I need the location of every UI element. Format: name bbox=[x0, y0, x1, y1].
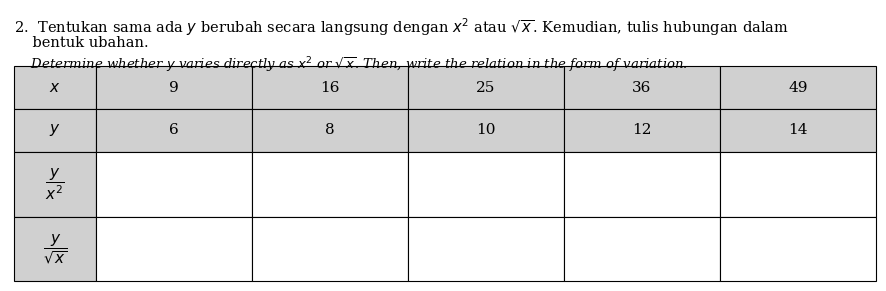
Text: 25: 25 bbox=[477, 81, 495, 95]
Bar bbox=[252, 152, 408, 217]
Bar bbox=[564, 66, 720, 109]
Bar bbox=[14, 152, 96, 217]
Text: $\dfrac{y}{x^2}$: $\dfrac{y}{x^2}$ bbox=[45, 166, 65, 202]
Bar bbox=[14, 217, 96, 281]
Bar bbox=[408, 217, 564, 281]
Bar bbox=[564, 217, 720, 281]
Text: $\dfrac{y}{\sqrt{x}}$: $\dfrac{y}{\sqrt{x}}$ bbox=[43, 232, 67, 266]
Text: $y$: $y$ bbox=[49, 123, 61, 139]
Bar bbox=[252, 217, 408, 281]
Bar bbox=[408, 152, 564, 217]
Bar bbox=[720, 109, 876, 152]
Bar bbox=[408, 66, 564, 109]
Text: Determine whether $y$ varies directly as $x^2$ or $\sqrt{x}$. Then, write the re: Determine whether $y$ varies directly as… bbox=[14, 56, 688, 75]
Text: 9: 9 bbox=[169, 81, 179, 95]
Bar bbox=[252, 66, 408, 109]
Bar bbox=[408, 109, 564, 152]
Bar bbox=[564, 152, 720, 217]
Bar bbox=[252, 109, 408, 152]
Bar bbox=[96, 152, 252, 217]
Bar bbox=[96, 109, 252, 152]
Text: 36: 36 bbox=[633, 81, 652, 95]
Bar bbox=[14, 109, 96, 152]
Bar bbox=[96, 217, 252, 281]
Text: $x$: $x$ bbox=[49, 81, 61, 95]
Bar bbox=[564, 109, 720, 152]
Text: bentuk ubahan.: bentuk ubahan. bbox=[14, 36, 149, 50]
Text: 16: 16 bbox=[320, 81, 339, 95]
Text: 6: 6 bbox=[169, 123, 179, 138]
Bar bbox=[720, 66, 876, 109]
Text: 8: 8 bbox=[325, 123, 335, 138]
Bar bbox=[96, 66, 252, 109]
Text: 2.  Tentukan sama ada $y$ berubah secara langsung dengan $x^2$ atau $\sqrt{x}$. : 2. Tentukan sama ada $y$ berubah secara … bbox=[14, 16, 789, 38]
Bar bbox=[14, 66, 96, 109]
Text: 12: 12 bbox=[633, 123, 652, 138]
Text: 10: 10 bbox=[476, 123, 495, 138]
Bar bbox=[720, 217, 876, 281]
Bar bbox=[720, 152, 876, 217]
Text: 14: 14 bbox=[789, 123, 808, 138]
Text: 49: 49 bbox=[789, 81, 808, 95]
